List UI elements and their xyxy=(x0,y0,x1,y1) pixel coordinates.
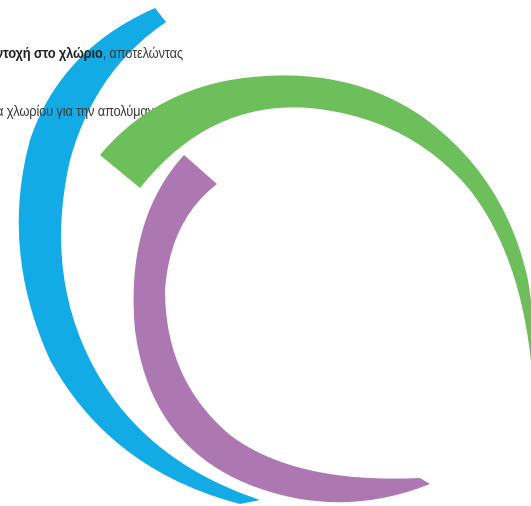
bold-phrase: ντοχή στο χλώριο xyxy=(0,45,103,62)
paragraph-line-1: ντοχή στο χλώριο, αποτελώντας xyxy=(0,45,183,62)
line1-rest: , αποτελώντας xyxy=(102,45,183,62)
green-arc xyxy=(100,75,531,363)
blue-arc xyxy=(18,8,260,504)
purple-arc xyxy=(133,155,430,503)
